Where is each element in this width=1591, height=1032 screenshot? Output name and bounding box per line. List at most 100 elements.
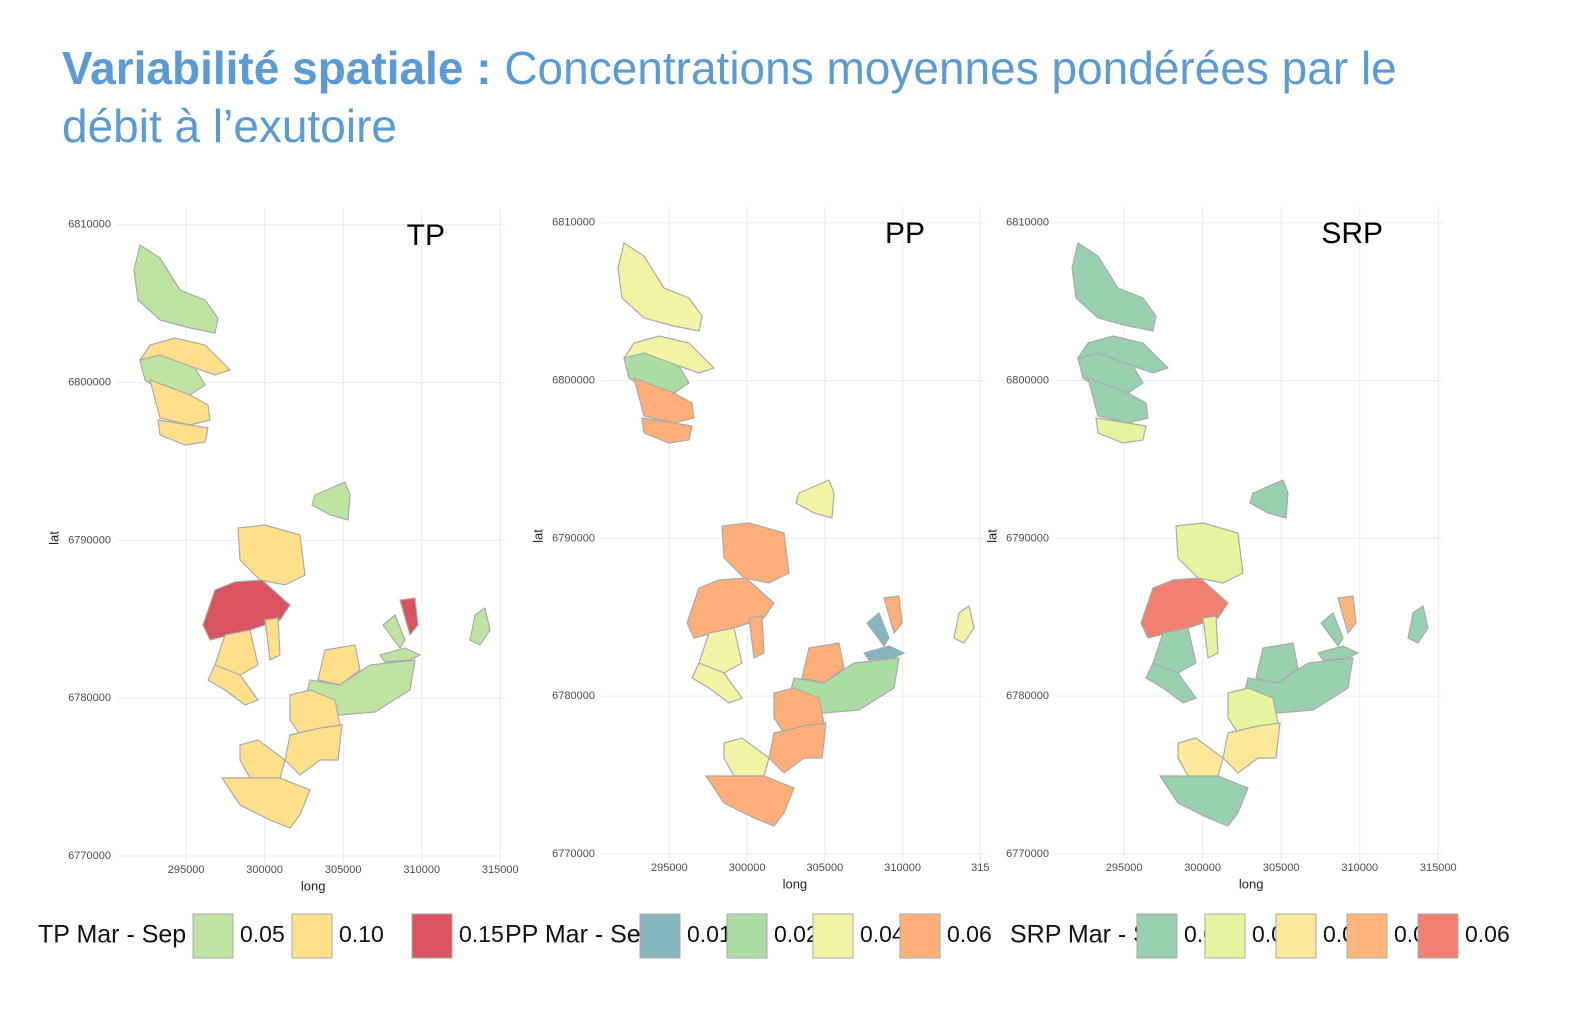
- x-tick-label: 305000: [807, 862, 844, 874]
- catchment: [469, 606, 491, 646]
- x-axis-label: long: [301, 878, 326, 893]
- y-tick-label: 6790000: [1006, 532, 1049, 544]
- legend-swatch: [1346, 913, 1388, 959]
- catchment: [264, 617, 281, 661]
- x-tick-label: 295000: [651, 862, 688, 874]
- legend-title: TP Mar - Sep: [38, 921, 186, 949]
- y-axis-label: lat: [984, 529, 999, 543]
- y-tick-label: 6800000: [68, 376, 111, 388]
- x-tick-label: 305000: [325, 864, 362, 876]
- y-tick-label: 6780000: [1006, 690, 1049, 702]
- y-axis-label: lat: [530, 529, 545, 543]
- y-tick-label: 6800000: [1006, 374, 1049, 386]
- legend-label: 0.01: [687, 921, 732, 947]
- y-tick-label: 6770000: [552, 848, 595, 860]
- map-regions: [133, 244, 491, 829]
- y-tick-label: 6780000: [552, 690, 595, 702]
- catchment: [379, 647, 422, 663]
- catchment: [1177, 737, 1224, 777]
- title-heading: Variabilité spatiale :: [62, 42, 492, 94]
- catchment: [1145, 662, 1197, 704]
- y-tick-label: 6810000: [552, 217, 595, 229]
- y-tick-label: 6810000: [1006, 217, 1049, 229]
- catchment: [207, 664, 259, 706]
- y-tick-label: 6790000: [552, 532, 595, 544]
- y-axis-label: lat: [46, 531, 61, 545]
- legend-swatch: [1275, 913, 1317, 959]
- legend-label: 0.06: [1465, 921, 1510, 947]
- catchment: [214, 629, 259, 676]
- x-tick-label: 300000: [729, 862, 766, 874]
- catchment: [1317, 645, 1360, 661]
- catchment: [317, 644, 361, 686]
- catchment: [382, 614, 406, 650]
- title-text: Concentrations moyennes pondérées par le: [504, 42, 1396, 94]
- catchment: [801, 642, 845, 684]
- legend-label: 0.06: [947, 921, 992, 947]
- catchment: [1175, 522, 1244, 584]
- map-label: SRP: [1321, 217, 1383, 250]
- catchment: [1249, 479, 1289, 519]
- y-tick-label: 6800000: [552, 374, 595, 386]
- catchment: [157, 419, 209, 446]
- catchment: [866, 612, 890, 648]
- legend-swatch: [1136, 913, 1178, 959]
- catchment: [686, 577, 775, 639]
- y-tick-label: 6770000: [1006, 848, 1049, 860]
- x-tick-label: 300000: [246, 864, 283, 876]
- catchment: [311, 481, 351, 521]
- legend-label: 0.02: [774, 921, 819, 947]
- catchment: [1071, 242, 1157, 332]
- catchment: [1152, 627, 1197, 674]
- catchment: [768, 722, 827, 774]
- legend-swatch: [291, 913, 333, 959]
- legend-swatch: [726, 913, 768, 959]
- catchment: [953, 604, 975, 644]
- map-label: TP: [407, 219, 445, 252]
- legend-swatch: [899, 913, 941, 959]
- legend-swatch: [639, 913, 681, 959]
- x-axis-label: long: [1239, 876, 1264, 891]
- catchment: [617, 242, 703, 332]
- catchment: [883, 595, 903, 635]
- map-label: PP: [885, 217, 925, 250]
- catchment: [284, 724, 343, 776]
- x-tick-label: 295000: [1106, 862, 1143, 874]
- catchment: [237, 524, 306, 586]
- x-tick-label: 295000: [168, 864, 205, 876]
- legend-swatch: [192, 913, 234, 959]
- slide-title: Variabilité spatiale : Concentrations mo…: [62, 42, 1397, 94]
- y-tick-label: 6770000: [68, 850, 111, 862]
- catchment: [1158, 775, 1249, 827]
- catchment: [220, 777, 311, 829]
- catchment: [721, 522, 790, 584]
- catchment: [698, 627, 743, 674]
- y-tick-label: 6790000: [68, 534, 111, 546]
- catchment: [795, 479, 835, 519]
- catchment: [1407, 604, 1429, 644]
- legend-swatch: [812, 913, 854, 959]
- x-tick-label: 305000: [1263, 862, 1300, 874]
- catchment: [133, 244, 219, 334]
- legend-label: 0.10: [339, 921, 384, 947]
- y-tick-label: 6780000: [68, 692, 111, 704]
- x-tick-label: 300000: [1184, 862, 1221, 874]
- catchment: [1320, 612, 1344, 648]
- x-tick-label: 310000: [403, 864, 440, 876]
- legend-swatch: [1417, 913, 1459, 959]
- catchment: [863, 645, 906, 661]
- catchment: [691, 662, 743, 704]
- x-tick-label: 310000: [884, 862, 921, 874]
- legend-label: 0.15: [459, 921, 504, 947]
- legend-swatch: [1204, 913, 1246, 959]
- y-tick-label: 6810000: [68, 219, 111, 231]
- legend-label: 0.05: [240, 921, 285, 947]
- x-tick-label: 315000: [1420, 862, 1457, 874]
- catchment: [723, 737, 770, 777]
- title-text: débit à l’exutoire: [62, 100, 397, 152]
- catchment: [748, 615, 765, 659]
- catchment: [399, 597, 419, 637]
- map-regions: [1071, 242, 1429, 827]
